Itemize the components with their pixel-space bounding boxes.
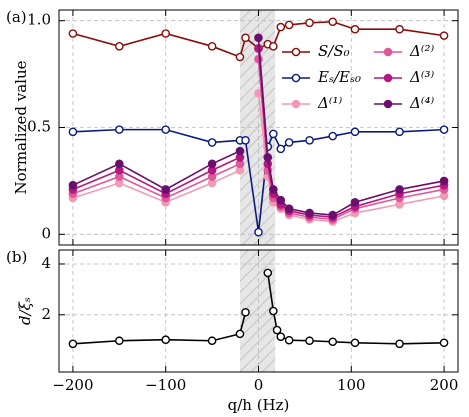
marker [254, 227, 263, 237]
marker [161, 125, 171, 134]
x-tick-label: −100 [145, 376, 186, 394]
marker [269, 306, 278, 316]
legend-label: S/S₀ [318, 42, 350, 60]
marker [328, 17, 338, 27]
y-axis-label: Normalized value [12, 60, 30, 194]
marker [115, 125, 124, 134]
legend-marker [383, 99, 393, 109]
x-tick-label: 100 [337, 376, 366, 394]
x-tick-label: −200 [52, 376, 93, 394]
marker [284, 204, 294, 213]
legend-label: Δ⁽¹⁾ [317, 94, 343, 112]
marker [207, 42, 217, 51]
marker [235, 329, 245, 339]
marker [263, 268, 273, 278]
marker [350, 24, 360, 34]
marker [439, 176, 449, 186]
marker [207, 159, 217, 169]
y-tick-label: 1.0 [27, 11, 51, 29]
marker [395, 127, 404, 137]
marker [68, 180, 78, 190]
marker [269, 185, 278, 194]
y-tick-label: 2 [41, 305, 51, 323]
legend-marker [383, 47, 393, 57]
marker [254, 33, 263, 43]
marker [241, 33, 250, 43]
legend-label: Eₛ/Eₛ₀ [317, 68, 361, 86]
marker [68, 339, 78, 349]
marker [328, 337, 338, 347]
marker [272, 325, 282, 335]
y-tick-label: 4 [41, 254, 51, 272]
marker [235, 52, 245, 62]
marker [276, 195, 286, 205]
marker [328, 131, 338, 141]
marker [276, 22, 286, 32]
x-tick-label: 0 [254, 376, 264, 394]
marker [269, 129, 278, 139]
marker [263, 153, 273, 162]
legend-label: Δ⁽³⁾ [409, 68, 435, 86]
marker [241, 136, 250, 145]
legend-marker [383, 73, 393, 83]
panel-label: (a) [6, 8, 27, 26]
marker [395, 24, 404, 34]
x-axis-label: q/h (Hz) [228, 396, 290, 414]
y-tick-label: 0.5 [27, 118, 51, 136]
legend-label: Δ⁽⁴⁾ [409, 94, 435, 112]
marker [284, 138, 294, 147]
y-axis-label: d/ξₛ [16, 297, 34, 325]
marker [284, 335, 294, 345]
marker [207, 336, 217, 346]
marker [350, 127, 360, 137]
marker [68, 29, 78, 38]
axes-frame [58, 9, 459, 246]
legend-marker [291, 99, 301, 109]
y-tick-label: 0 [41, 224, 51, 242]
series-line [72, 128, 445, 233]
marker [284, 20, 294, 30]
marker [350, 338, 360, 348]
marker [305, 18, 314, 28]
marker [395, 185, 404, 194]
panel-label: (b) [6, 248, 27, 266]
marker [161, 335, 171, 345]
marker [161, 29, 171, 38]
marker [68, 127, 78, 137]
marker [350, 197, 360, 207]
legend-marker [291, 73, 301, 83]
marker [305, 208, 314, 218]
panel: 2 4 −200 −100 0 100 200 (b) d/ξₛ q/h (Hz) [6, 248, 459, 414]
marker [115, 159, 124, 169]
marker [439, 338, 449, 348]
legend-label: Δ⁽²⁾ [409, 42, 435, 60]
marker [395, 339, 404, 349]
marker [276, 332, 286, 341]
marker [328, 210, 338, 220]
marker [207, 138, 217, 147]
marker [305, 336, 314, 346]
marker [161, 185, 171, 194]
marker [439, 125, 449, 134]
x-tick-label: 200 [430, 376, 459, 394]
marker [269, 42, 278, 51]
marker [115, 42, 124, 51]
legend-marker [291, 47, 301, 57]
marker [241, 307, 250, 317]
marker [235, 146, 245, 156]
marker [276, 144, 286, 154]
marker [305, 136, 314, 145]
axes-frame [58, 249, 459, 373]
panel: 0 0.5 1.0(a) Normalized value S/S₀ Eₛ/Eₛ₀ Δ⁽¹⁾… [6, 8, 459, 246]
marker [439, 31, 449, 40]
marker [115, 336, 124, 346]
